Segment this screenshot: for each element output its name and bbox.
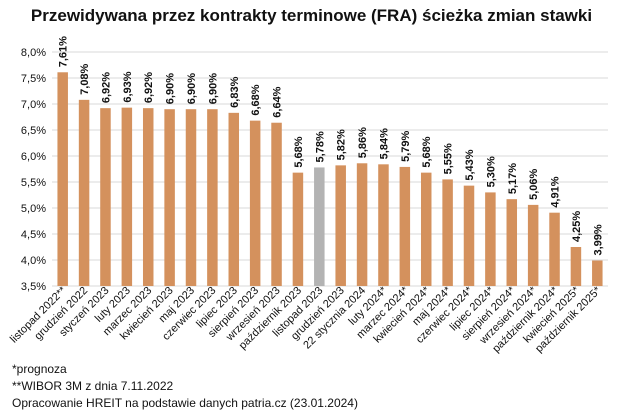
bar: [356, 163, 368, 286]
data-label: 5,84%: [378, 128, 390, 159]
y-tick-label: 5,0%: [21, 203, 46, 215]
data-label: 6,90%: [207, 73, 219, 104]
data-label: 7,08%: [79, 63, 91, 94]
data-label: 6,90%: [186, 73, 198, 104]
bar: [592, 260, 603, 286]
bar: [420, 172, 432, 286]
data-label: 6,93%: [122, 71, 134, 102]
bars: [57, 72, 603, 286]
bar: [442, 179, 453, 286]
bar: [249, 120, 261, 286]
bar: [207, 109, 218, 286]
bar: [57, 72, 68, 286]
data-label: 5,68%: [421, 136, 433, 167]
y-tick-label: 4,0%: [21, 255, 46, 267]
chart-title: Przewidywana przez kontrakty terminowe (…: [30, 6, 593, 25]
data-label: 5,17%: [507, 163, 519, 194]
data-label: 6,64%: [272, 86, 284, 117]
data-label: 5,68%: [293, 136, 305, 167]
bar: [78, 99, 90, 286]
y-tick-label: 7,5%: [21, 73, 46, 85]
data-label: 5,86%: [357, 127, 369, 158]
note-wibor: **WIBOR 3M z dnia 7.11.2022: [12, 379, 174, 393]
data-label: 5,43%: [464, 149, 476, 180]
bar: [164, 109, 175, 286]
y-tick-label: 8,0%: [21, 47, 46, 59]
y-tick-label: 4,5%: [21, 229, 46, 241]
data-label: 5,30%: [485, 156, 497, 187]
bar: [100, 108, 111, 286]
y-tick-label: 5,5%: [21, 177, 46, 189]
bar: [121, 107, 133, 286]
bar: [570, 247, 582, 286]
data-label: 7,61%: [58, 36, 70, 67]
bar: [292, 172, 304, 286]
data-label: 6,68%: [250, 84, 262, 115]
bar: [485, 192, 496, 286]
note-forecast: *prognoza: [12, 362, 67, 376]
data-label: 6,92%: [100, 72, 112, 103]
y-tick-label: 7,0%: [21, 99, 46, 111]
bar: [527, 204, 539, 286]
bar: [463, 185, 475, 286]
bar: [314, 167, 325, 286]
bar: [335, 165, 346, 286]
y-tick-label: 6,5%: [21, 125, 46, 137]
bar: [399, 166, 411, 286]
bar: [378, 164, 389, 286]
data-label: 6,90%: [165, 73, 177, 104]
y-axis-tick-labels: 3,5% 4,0% 4,5% 5,0% 5,5% 6,0% 6,5% 7,0% 7,5% 8,0%: [21, 47, 46, 293]
bar: [185, 109, 197, 286]
y-tick-label: 3,5%: [21, 281, 46, 293]
note-source: Opracowanie HREIT na podstawie danych pa…: [12, 396, 358, 410]
bar: [506, 199, 518, 286]
data-label: 6,83%: [229, 76, 241, 107]
gridlines: [52, 51, 608, 287]
data-label: 5,55%: [443, 143, 455, 174]
bar: [271, 122, 282, 286]
y-tick-label: 6,0%: [21, 151, 46, 163]
data-label: 4,25%: [571, 211, 583, 242]
data-labels: 7,61% 7,08% 6,92% 6,93% 6,92% 6,90% 6,90% 6,90%…: [58, 36, 605, 256]
data-label: 5,78%: [314, 131, 326, 162]
data-label: 5,79%: [400, 131, 412, 162]
bar: [228, 112, 240, 286]
bar: [549, 212, 560, 286]
data-label: 5,06%: [528, 168, 540, 199]
data-label: 3,99%: [592, 224, 604, 255]
data-label: 6,92%: [143, 72, 155, 103]
bar: [142, 108, 154, 286]
data-label: 4,91%: [550, 176, 562, 207]
data-label: 5,82%: [336, 129, 348, 160]
